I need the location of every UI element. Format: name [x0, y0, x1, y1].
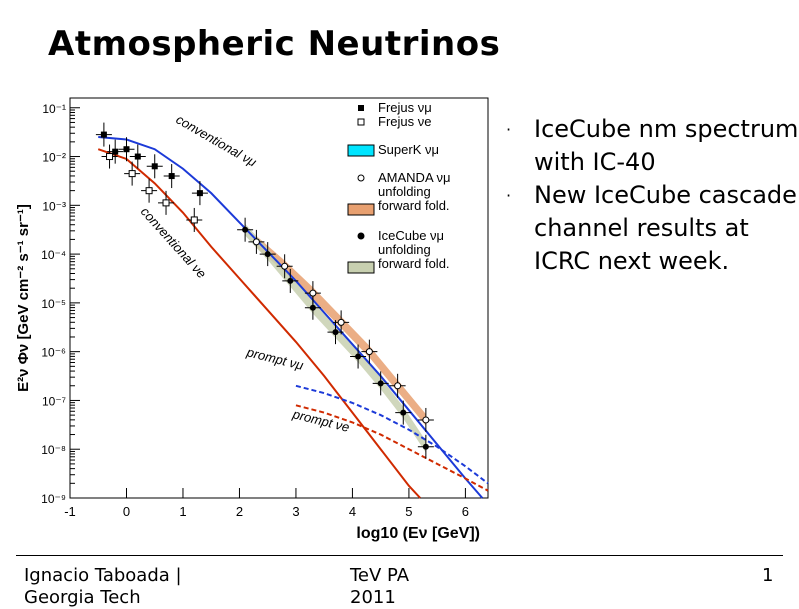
- data-point: [242, 226, 249, 233]
- data-point: [106, 153, 114, 161]
- footer-author: Ignacio Taboada | Georgia Tech: [24, 565, 182, 608]
- bullet-text: IceCube nm spectrum with IC-40: [534, 115, 799, 176]
- series-line: [295, 404, 489, 492]
- x-tick-label: 0: [123, 504, 130, 519]
- legend-label: Frejus νμ: [378, 100, 432, 115]
- y-tick-label: 10⁻⁶: [41, 346, 66, 360]
- y-tick-label: 10⁻¹: [42, 102, 66, 116]
- legend-marker: [357, 118, 365, 126]
- data-point: [151, 163, 158, 170]
- legend-label: unfolding: [378, 184, 431, 199]
- x-tick-label: 3: [292, 504, 299, 519]
- data-point: [134, 153, 141, 160]
- data-point: [309, 304, 316, 311]
- bullet-list: · IceCube nm spectrum with IC-40 · New I…: [506, 113, 799, 278]
- data-point: [309, 289, 317, 297]
- bullet-dot: ·: [506, 186, 512, 205]
- data-point: [252, 238, 260, 246]
- legend-label: forward fold.: [378, 198, 450, 213]
- data-point: [162, 199, 170, 207]
- legend-label: SuperK νμ: [378, 142, 439, 157]
- data-point: [400, 409, 407, 416]
- bullet-dot: ·: [506, 120, 512, 139]
- data-point: [264, 251, 271, 258]
- x-tick-label: 4: [349, 504, 356, 519]
- data-point: [422, 416, 430, 424]
- atmospheric-neutrino-chart: -1 0 1 2 3 4 5 6 10⁻¹ 10⁻² 10⁻³ 10⁻⁴ 10⁻⁵ 10⁻⁶ 10⁻⁷ 10⁻…: [15, 97, 489, 542]
- data-point: [196, 190, 203, 197]
- legend-marker: [347, 203, 375, 216]
- x-tick-label: -1: [64, 504, 76, 519]
- y-axis-label: E²ν Φν [GeV cm⁻² s⁻¹ sr⁻¹]: [15, 204, 32, 392]
- y-tick-label: 10⁻³: [42, 199, 66, 213]
- legend-label: IceCube νμ: [378, 228, 444, 243]
- data-point: [337, 318, 345, 326]
- legend-marker: [357, 232, 365, 240]
- series-line: [97, 148, 421, 499]
- legend-marker: [347, 261, 375, 274]
- slide-title: Atmospheric Neutrinos: [48, 24, 501, 64]
- data-point: [168, 173, 175, 180]
- plot-frame: [69, 97, 489, 499]
- x-tick-label: 2: [236, 504, 243, 519]
- y-tick-label: 10⁻⁴: [41, 248, 66, 262]
- legend-label: forward fold.: [378, 256, 450, 271]
- data-point: [332, 329, 339, 336]
- data-point: [190, 216, 198, 224]
- data-point: [355, 353, 362, 360]
- data-point: [112, 148, 119, 155]
- data-point: [128, 170, 136, 178]
- series-line: [295, 384, 489, 485]
- data-point: [281, 262, 289, 270]
- footer-page-number: 1: [762, 565, 774, 586]
- y-tick-label: 10⁻⁸: [41, 443, 66, 457]
- legend-marker: [357, 174, 365, 182]
- legend-marker: [347, 144, 375, 157]
- data-point: [422, 443, 429, 450]
- bullet-item: · New IceCube cascade channel results at…: [506, 179, 799, 278]
- footer-divider: [16, 555, 783, 556]
- legend-label: Frejus νe: [378, 114, 431, 129]
- y-tick-label: 10⁻⁷: [42, 394, 66, 408]
- x-axis-label: log10 (Eν [GeV]): [356, 525, 480, 542]
- bullet-item: · IceCube nm spectrum with IC-40: [506, 113, 799, 179]
- data-point: [365, 348, 373, 356]
- footer-event: TeV PA 2011: [350, 565, 410, 608]
- y-tick-label: 10⁻⁹: [41, 492, 66, 506]
- data-point: [145, 187, 153, 195]
- y-tick-label: 10⁻⁵: [41, 297, 66, 311]
- y-tick-label: 10⁻²: [42, 151, 66, 165]
- data-point: [287, 277, 294, 284]
- legend-label: unfolding: [378, 242, 431, 257]
- data-point: [377, 380, 384, 387]
- x-tick-label: 6: [462, 504, 469, 519]
- legend-label: AMANDA νμ: [378, 170, 451, 185]
- data-point: [100, 131, 107, 138]
- data-point: [123, 146, 130, 153]
- x-tick-label: 5: [405, 504, 412, 519]
- bullet-text: New IceCube cascade channel results at I…: [534, 181, 797, 275]
- legend-marker: [358, 105, 364, 111]
- data-point: [394, 382, 402, 390]
- x-tick-label: 1: [179, 504, 186, 519]
